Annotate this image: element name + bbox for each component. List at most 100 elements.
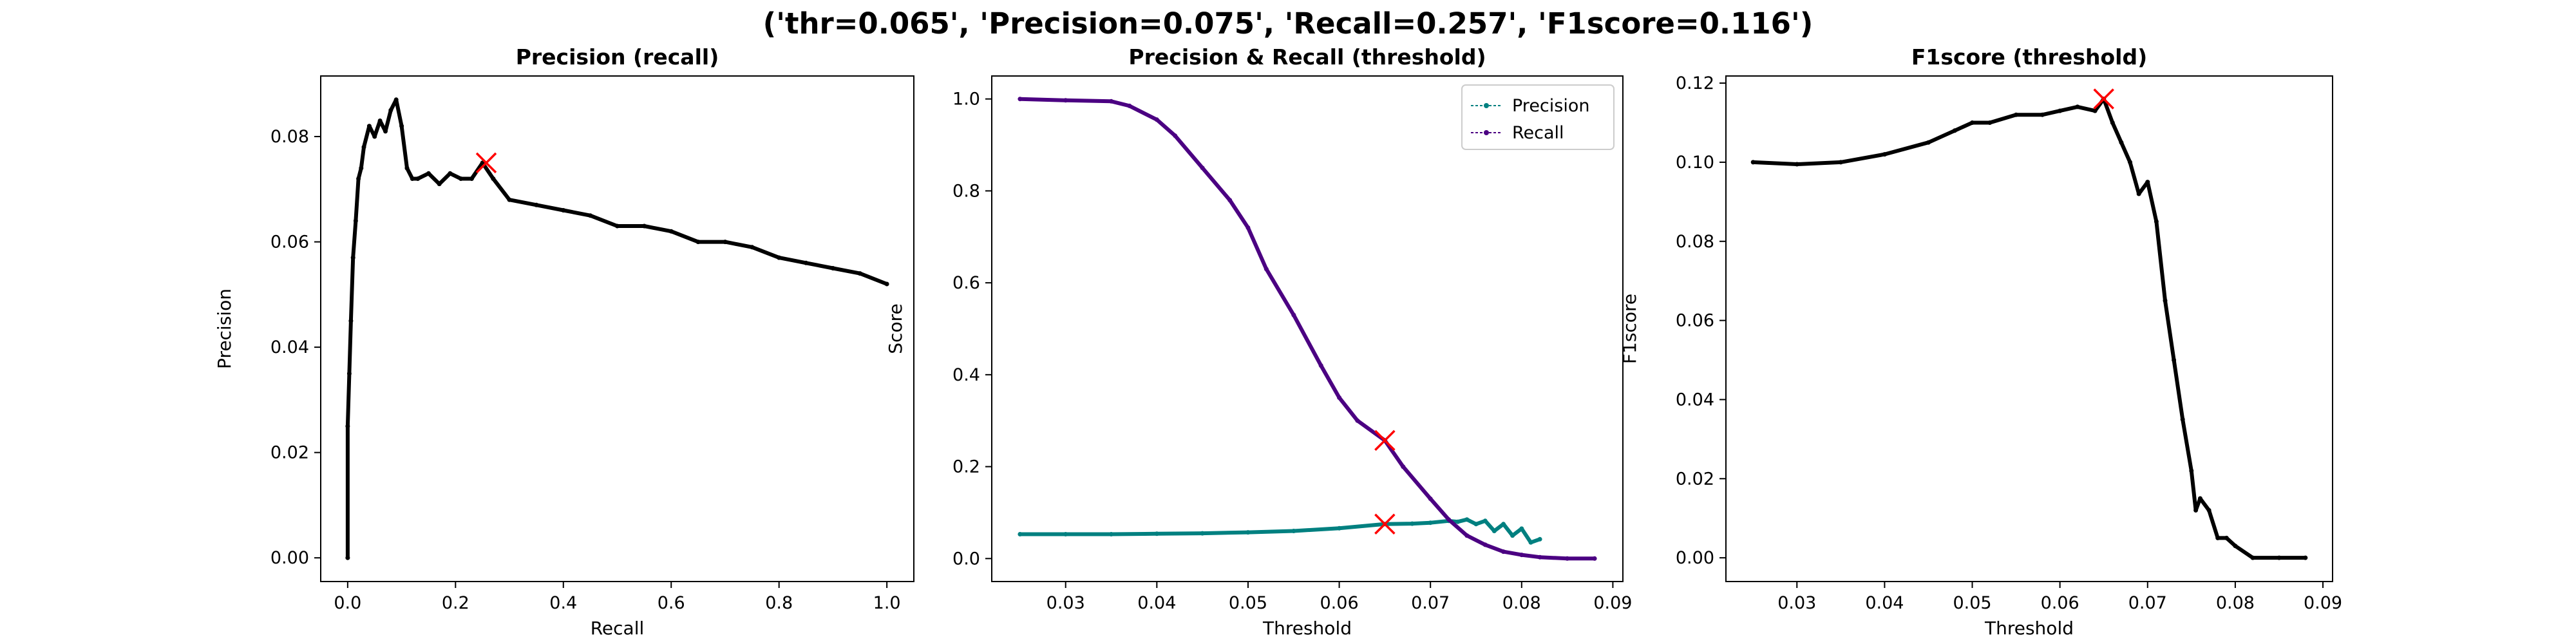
precision-recall-series-0-point [426, 171, 431, 176]
f1score-threshold-series-0-point [2154, 219, 2159, 224]
precision-recall-threshold-series-0-point [1200, 531, 1205, 536]
precision-recall-threshold-xtick-label: 0.04 [1137, 593, 1176, 613]
precision-recall-threshold-xtick-label: 0.08 [1502, 593, 1541, 613]
precision-recall-threshold-ytick-label: 1.0 [952, 90, 980, 109]
precision-recall-threshold-series-0-point [1428, 520, 1433, 526]
precision-recall-threshold-series-1-point [1173, 133, 1178, 138]
precision-recall-threshold-axes-frame [991, 75, 1624, 582]
precision-recall-threshold-series-1-point [1464, 533, 1470, 538]
precision-recall-threshold-series-1-point [1264, 267, 1269, 272]
precision-recall-threshold-series-1-point [1337, 395, 1342, 400]
f1score-threshold-series-0-point [2250, 555, 2255, 560]
precision-recall-series-0-point [383, 129, 388, 134]
precision-recall-xtick-label: 0.0 [334, 593, 361, 613]
precision-recall-series-0-point [723, 240, 728, 245]
precision-recall-series-0-point [534, 202, 539, 207]
f1score-threshold-series-0-point [2189, 468, 2194, 473]
f1score-threshold-ytick-label: 0.02 [1676, 469, 1714, 489]
precision-recall-threshold-ylabel: Score [885, 303, 906, 354]
f1score-threshold-series-0-point [1750, 160, 1756, 165]
precision-recall-threshold-series-1-point [1592, 556, 1597, 561]
precision-recall-series-0-point [777, 255, 782, 260]
precision-recall-threshold-series-0-point [1473, 522, 1479, 527]
precision-recall-series-0-point [437, 182, 442, 187]
precision-recall-ytick-label: 0.04 [270, 337, 309, 357]
precision-recall-series-0-point [884, 281, 889, 287]
precision-recall-ylabel: Precision [214, 289, 235, 369]
precision-recall-threshold-ytick-label: 0.0 [952, 549, 980, 569]
precision-recall-threshold-series-1-point [1200, 166, 1205, 171]
precision-recall-xtick-label: 0.6 [658, 593, 685, 613]
precision-recall-series-0-point [615, 223, 620, 229]
precision-recall-threshold-series-1-point [1291, 312, 1296, 317]
precision-recall-threshold-ytick-label: 0.6 [952, 273, 980, 293]
precision-recall-series-0-point [804, 260, 808, 265]
precision-recall-threshold-xtick-label: 0.06 [1320, 593, 1359, 613]
precision-recall-threshold-xtick-label: 0.09 [1593, 593, 1632, 613]
f1score-threshold-series-0-point [1838, 160, 1843, 165]
precision-recall-threshold-optimum-marker [1374, 513, 1396, 535]
precision-recall-threshold-series-0-point [1291, 529, 1296, 533]
f1score-threshold-xtick-label: 0.08 [2216, 593, 2255, 613]
precision-recall-threshold-series-0-point [1410, 521, 1415, 526]
precision-recall-threshold-xlabel: Threshold [1262, 618, 1352, 639]
precision-recall-threshold-series-1-point [1501, 549, 1506, 554]
precision-recall-series-0-point [641, 223, 647, 229]
precision-recall-threshold-series-0-point [1154, 531, 1159, 536]
precision-recall-threshold-xtick-label: 0.07 [1411, 593, 1450, 613]
f1score-threshold-series-0-point [2110, 120, 2115, 125]
precision-recall-series-0-point [404, 166, 410, 171]
f1score-threshold-ytick-label: 0.00 [1676, 548, 1714, 568]
precision-recall-series-0-point [372, 134, 377, 139]
f1score-threshold-ytick-label: 0.10 [1676, 153, 1714, 173]
precision-recall-title: Precision (recall) [516, 44, 719, 70]
panel-f1score-threshold: F1score (threshold) 0.03 0.04 0.05 0.06 0.07 0… [1619, 44, 2342, 639]
f1score-threshold-series-0-point [1970, 120, 1975, 125]
precision-recall-ytick-label: 0.06 [270, 232, 309, 252]
precision-recall-series-0-point [359, 166, 364, 171]
precision-recall-series-line-0 [345, 97, 889, 560]
f1score-threshold-series-0-point [1882, 152, 1887, 157]
f1score-threshold-ytick-label: 0.12 [1676, 73, 1714, 93]
f1score-threshold-xtick-label: 0.05 [1953, 593, 1991, 613]
precision-recall-threshold-series-0-point [1501, 522, 1506, 527]
precision-recall-threshold-series-1-point [1446, 517, 1451, 522]
f1score-threshold-series-0-point [2058, 108, 2063, 113]
f1score-threshold-xtick-label: 0.09 [2304, 593, 2342, 613]
precision-recall-threshold-series-1-point [1565, 556, 1570, 561]
f1score-threshold-series-0-point [2277, 555, 2282, 560]
precision-recall-series-0-point [507, 197, 512, 202]
precision-recall-series-0-point [750, 245, 755, 250]
precision-recall-optimum-marker [475, 152, 497, 174]
f1score-threshold-series-0-point [2014, 112, 2019, 117]
precision-recall-series-0-point [348, 318, 354, 323]
f1score-threshold-series-0-point [1794, 162, 1799, 167]
precision-recall-threshold-ytick-label: 0.2 [952, 457, 980, 477]
precision-recall-threshold-legend-label: Recall [1512, 123, 1564, 143]
precision-recall-threshold-series-1-point [1318, 363, 1323, 368]
precision-recall-series-0-point [345, 555, 350, 560]
precision-recall-threshold-series-0-point [1337, 526, 1342, 531]
precision-recall-series-0-point [388, 108, 393, 113]
panel-precision-recall: Precision (recall) 0.0 0.2 0.4 0.6 0.8 1.0 0.00… [214, 44, 914, 639]
precision-recall-threshold-ytick-label: 0.4 [952, 365, 980, 385]
f1score-threshold-series-0-point [1926, 140, 1931, 145]
precision-recall-ytick-label: 0.00 [270, 548, 309, 568]
f1score-threshold-series-line-0 [1751, 97, 2307, 560]
f1score-threshold-series-0-point [2206, 507, 2211, 513]
precision-recall-threshold-series-1-point [1355, 418, 1360, 423]
f1score-threshold-ytick-label: 0.04 [1676, 390, 1714, 410]
precision-recall-threshold-series-1-point [1401, 464, 1406, 469]
f1score-threshold-xtick-label: 0.04 [1865, 593, 1904, 613]
precision-recall-series-0-point [448, 171, 453, 176]
precision-recall-threshold-series-1-point [1482, 542, 1488, 547]
precision-recall-series-0-point [588, 213, 593, 218]
precision-recall-series-0-point [356, 176, 361, 181]
f1score-threshold-series-0-point [2172, 357, 2177, 363]
f1score-threshold-series-0-point [2193, 507, 2199, 513]
f1score-threshold-series-0-point [2163, 298, 2168, 303]
precision-recall-threshold-series-1-point [1109, 99, 1113, 104]
f1score-threshold-series-0-point [2224, 535, 2229, 540]
precision-recall-threshold-series-1-point [1245, 225, 1251, 230]
